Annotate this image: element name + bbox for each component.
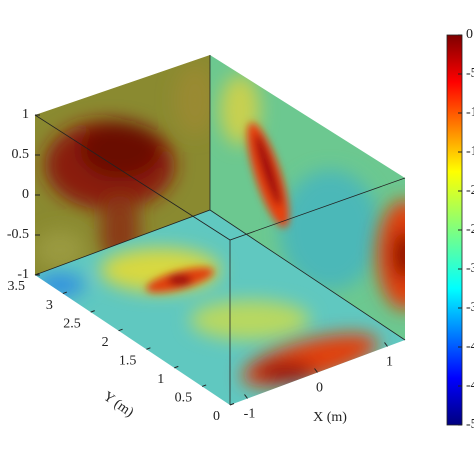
- colorbar-tick-label: 0: [466, 27, 473, 42]
- x-tick: [314, 368, 318, 373]
- y-tick: [146, 347, 151, 350]
- y-tick-label: 3: [46, 298, 53, 313]
- x-axis-label: X (m): [313, 410, 347, 425]
- z-tick-label: 0: [22, 187, 29, 202]
- y-tick-label: 1: [157, 372, 164, 387]
- colorbar-tick-label: -45: [466, 378, 474, 393]
- y-tick: [90, 310, 95, 313]
- x-tick-label: 1: [386, 355, 393, 370]
- y-tick-label: 2.5: [63, 316, 81, 331]
- z-tick-label: 1: [22, 107, 29, 122]
- box-edges: [34, 55, 406, 405]
- x-tick: [384, 342, 388, 347]
- y-tick: [34, 273, 40, 276]
- x-tick: [244, 394, 248, 399]
- z-tick-label: 0.5: [12, 147, 30, 162]
- y-tick: [62, 291, 68, 295]
- y-tick: [174, 365, 179, 369]
- y-tick: [118, 328, 123, 332]
- y-tick-label: 3.5: [8, 279, 26, 294]
- y-axis-label: Y (m): [100, 389, 136, 421]
- z-tick-label: -0.5: [7, 227, 29, 242]
- colorbar-tick-label: -15: [466, 144, 474, 159]
- z-tick-label: -1: [17, 267, 29, 282]
- colorbar-tick-label: -10: [466, 105, 474, 120]
- colorbar-tick-label: -40: [466, 339, 474, 354]
- y-tick-label: 0: [213, 409, 220, 424]
- y-tick-label: 0.5: [175, 391, 193, 406]
- y-tick-label: 2: [102, 335, 109, 350]
- colorbar-tick-label: -5: [466, 66, 474, 81]
- colorbar-tick-label: -35: [466, 300, 474, 315]
- back-slice: [35, 55, 210, 275]
- x-tick-label: -1: [244, 407, 256, 422]
- colorbar-tick-label: -30: [466, 261, 474, 276]
- y-tick: [229, 403, 235, 406]
- colorbar-tick-label: -20: [466, 183, 474, 198]
- colorbar-tick-label: -25: [466, 222, 474, 237]
- y-tick: [201, 384, 207, 387]
- colorbar-tick-label: -50: [466, 417, 474, 432]
- x-tick-label: 0: [316, 381, 323, 396]
- y-tick-label: 1.5: [119, 354, 137, 369]
